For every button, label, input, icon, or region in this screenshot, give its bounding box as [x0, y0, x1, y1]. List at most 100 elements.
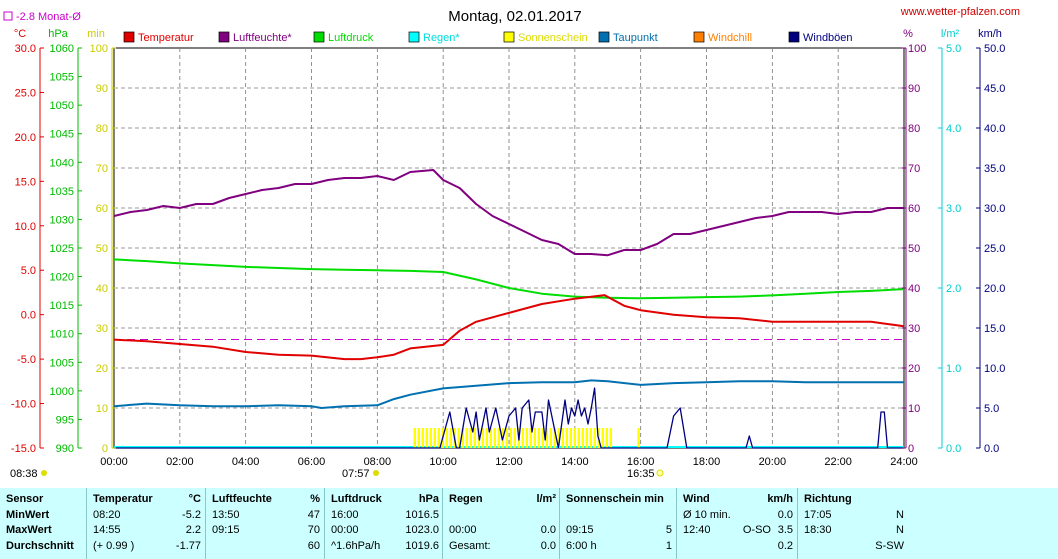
- sunshine-bar: [577, 428, 581, 448]
- stats-luftdruck-unit: hPa: [418, 493, 439, 505]
- sunshine-bar: [549, 428, 553, 448]
- stats-luftfeuchte: Luftfeuchte% 13:50 47 09:15 70 60: [206, 488, 325, 559]
- stats-value: 5: [665, 524, 672, 536]
- chart-legend: Temperatur Luftfeuchte* Luftdruck Regen* Son…: [123, 31, 853, 44]
- weather-chart: 00:00 02:00 04:00 06:00 08:00 10:00 12:00 14:00…: [3, 6, 1020, 480]
- stats-value: 0.2: [777, 539, 793, 552]
- y-tick-label-pressure: 1030: [50, 214, 74, 226]
- stats-value: [739, 508, 771, 524]
- y-tick-label-pressure: 1005: [50, 357, 74, 369]
- y-tick-label-pressure: 1050: [50, 100, 74, 112]
- stats-value: [566, 508, 636, 524]
- stats-temperatur-unit: °C: [188, 493, 201, 505]
- y-tick-label-humidity: 20: [908, 363, 920, 375]
- sunshine-bars: [413, 428, 640, 448]
- stats-value: [683, 539, 739, 555]
- series-line-taupunkt: [113, 379, 904, 409]
- x-tick-label: 08:00: [364, 456, 392, 468]
- y-tick-label-rain: 3.0: [946, 203, 961, 215]
- x-tick-label: 10:00: [429, 456, 457, 468]
- sunshine-bar: [421, 428, 425, 448]
- y-tick-label-pressure: 990: [56, 443, 74, 455]
- y-tick-label-minutes: 60: [96, 203, 108, 215]
- stats-value: [739, 539, 771, 555]
- stats-value: 1: [665, 539, 672, 552]
- stats-luftdruck-title: Luftdruck: [331, 493, 382, 505]
- stats-value: 13:50: [212, 508, 240, 521]
- sunshine-bar: [637, 428, 640, 448]
- y-tick-label-rain: 0.0: [946, 443, 961, 455]
- sunshine-bar: [513, 428, 517, 448]
- sunshine-bar: [481, 428, 485, 448]
- y-tick-label-temp: -5.0: [17, 354, 36, 366]
- x-tick-label: 18:00: [693, 456, 721, 468]
- stats-value: 1016.5: [405, 508, 439, 521]
- sunrise-marker: [41, 470, 47, 476]
- sunshine-bar: [605, 428, 609, 448]
- legend-swatch: [313, 31, 325, 43]
- sunshine-bar: [541, 428, 545, 448]
- y-tick-label-wind: 35.0: [984, 163, 1005, 175]
- stats-regen-unit: l/m²: [536, 493, 556, 505]
- chart-grid: [113, 47, 905, 449]
- y-tick-label-minutes: 40: [96, 283, 108, 295]
- stats-wind-title: Wind: [683, 493, 710, 505]
- y-tick-label-wind: 25.0: [984, 243, 1005, 255]
- legend-label: Luftfeuchte*: [233, 32, 292, 44]
- stats-wind-unit: km/h: [767, 493, 793, 505]
- stats-value: Gesamt:: [449, 539, 491, 552]
- first-sun-marker: [373, 470, 379, 476]
- x-tick-label: 12:00: [495, 456, 523, 468]
- stats-value: 1019.6: [405, 539, 439, 552]
- sunshine-bar: [573, 428, 577, 448]
- stats-value: 14:55: [93, 524, 121, 536]
- y-tick-label-wind: 40.0: [984, 123, 1005, 135]
- y-tick-label-pressure: 1000: [50, 386, 74, 398]
- x-tick-label: 00:00: [100, 456, 128, 468]
- y-tick-label-temp: 15.0: [15, 176, 36, 188]
- stats-value: 47: [307, 508, 320, 521]
- y-tick-label-temp: 5.0: [21, 265, 36, 277]
- stats-value: [636, 508, 672, 524]
- unit-wind: km/h: [978, 28, 1002, 40]
- stats-value: 60: [307, 539, 320, 552]
- sunshine-bar: [525, 428, 529, 448]
- y-tick-label-minutes: 20: [96, 363, 108, 375]
- sunshine-bar: [557, 428, 561, 448]
- y-tick-label-wind: 15.0: [984, 323, 1005, 335]
- sunshine-bar: [449, 428, 453, 448]
- stats-sonnenschein-title: Sonnenschein min: [566, 493, 664, 505]
- stats-row-label: MinWert: [6, 508, 50, 521]
- legend-swatch: [408, 31, 420, 43]
- series-line-luftdruck: [113, 258, 905, 300]
- stats-value: Ø 10 min.: [683, 508, 731, 521]
- y-tick-label-pressure: 1035: [50, 186, 74, 198]
- y-tick-label-humidity: 80: [908, 123, 920, 135]
- y-tick-label-pressure: 1020: [50, 272, 74, 284]
- sunshine-bar: [461, 428, 465, 448]
- y-tick-label-minutes: 70: [96, 163, 108, 175]
- y-tick-label-pressure: 1015: [50, 300, 74, 312]
- sunshine-bar: [565, 428, 569, 448]
- x-tick-label: 16:00: [627, 456, 655, 468]
- stats-sonnenschein: Sonnenschein min 09:15 5 6:00 h 1: [560, 488, 677, 559]
- stats-value: 16:00: [331, 508, 359, 521]
- sunshine-bar: [585, 428, 589, 448]
- y-tick-label-humidity: 70: [908, 163, 920, 175]
- sunshine-bar: [569, 428, 573, 448]
- sunshine-bar: [489, 428, 493, 448]
- stats-value: 18:30: [804, 524, 832, 536]
- x-tick-label: 06:00: [298, 456, 326, 468]
- sunshine-bar: [469, 428, 473, 448]
- y-tick-label-rain: 1.0: [946, 363, 961, 375]
- sunshine-bar: [417, 428, 421, 448]
- stats-wind: Wind km/h Ø 10 min. 0.0 12:40 O-SO 3.5 0.2: [677, 488, 798, 559]
- x-tick-label: 22:00: [824, 456, 852, 468]
- x-tick-label: 20:00: [759, 456, 787, 468]
- legend-swatch: [123, 31, 135, 43]
- stats-value: ^1.6hPa/h: [331, 539, 381, 552]
- y-tick-label-temp: 20.0: [15, 132, 36, 144]
- y-tick-label-rain: 5.0: [946, 43, 961, 55]
- legend-swatch: [598, 31, 610, 43]
- y-tick-label-pressure: 1060: [50, 43, 74, 55]
